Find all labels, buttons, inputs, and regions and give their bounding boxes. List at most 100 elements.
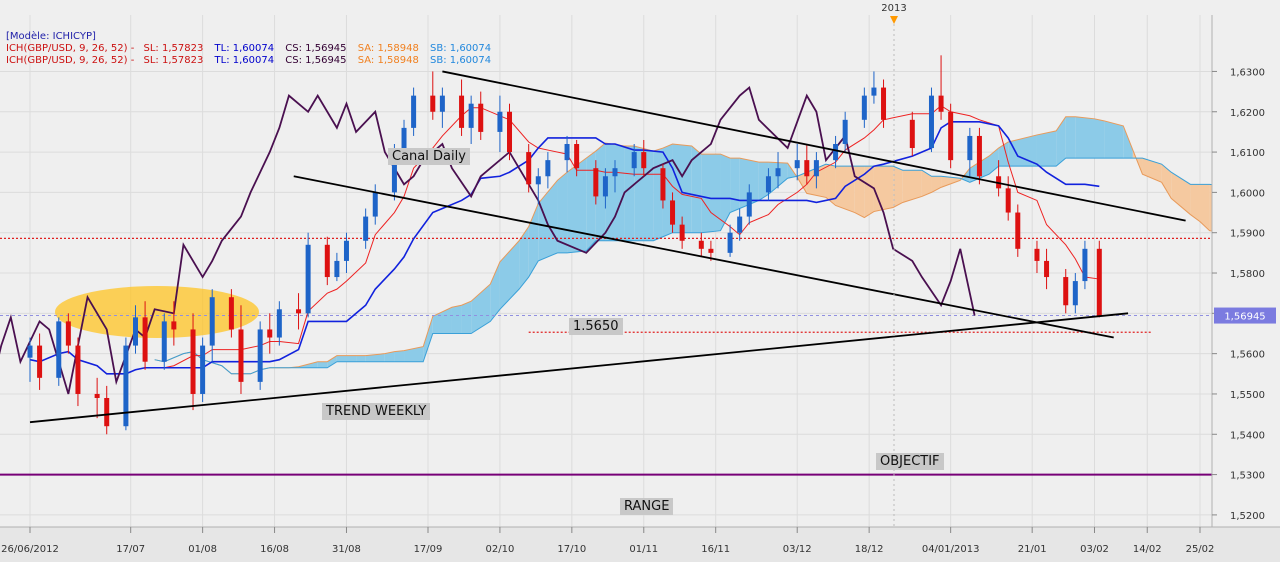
candle-up: [439, 95, 445, 112]
price-axis[interactable]: [1212, 15, 1280, 527]
x-tick-label: 17/09: [414, 544, 443, 555]
x-tick-label: 21/01: [1018, 544, 1047, 555]
cloud-segment: [624, 146, 635, 241]
legend: [Modèle: ICHICYP] ICH(GBP/USD, 9, 26, 52…: [6, 31, 491, 67]
candle-up: [564, 144, 570, 161]
cloud-segment: [1123, 125, 1133, 159]
candle-down: [228, 297, 234, 330]
candle-down: [1034, 248, 1040, 261]
legend-sl: SL: 1,57823: [143, 55, 204, 66]
cloud-segment: [490, 261, 500, 322]
candle-up: [861, 95, 867, 120]
candle-down: [104, 397, 110, 427]
cloud-segment: [634, 146, 654, 241]
candle-up: [200, 345, 206, 394]
cloud-segment: [691, 146, 702, 233]
cloud-segment: [595, 143, 606, 241]
candle-down: [641, 152, 647, 169]
candle-up: [1082, 248, 1088, 282]
candle-down: [670, 200, 676, 225]
x-tick-label: 17/10: [557, 544, 586, 555]
candle-up: [305, 244, 311, 314]
candle-down: [1015, 212, 1021, 249]
cloud-segment: [730, 158, 740, 213]
year-marker-label: 2013: [881, 3, 906, 14]
range-label[interactable]: RANGE: [620, 498, 674, 515]
legend-tl: TL: 1,60074: [214, 55, 275, 66]
y-tick-label: 1,5800: [1230, 269, 1265, 280]
x-tick-label: 01/11: [629, 544, 658, 555]
cloud-segment: [499, 240, 520, 310]
level-1-5650-label[interactable]: 1.5650: [569, 318, 623, 335]
senkou-a-line: [154, 116, 1212, 375]
candle-down: [679, 224, 685, 241]
candle-up: [56, 321, 62, 378]
candle-up: [545, 160, 551, 177]
cloud-segment: [1200, 184, 1210, 231]
candle-up: [334, 260, 340, 278]
trendlines[interactable]: [29, 70, 1186, 424]
cloud-segment: [451, 305, 462, 334]
time-axis[interactable]: [0, 527, 1280, 562]
candle-up: [813, 160, 819, 177]
cloud-segment: [1056, 116, 1066, 167]
candle-down: [804, 160, 810, 177]
candle-down: [593, 168, 599, 197]
candle-up: [161, 321, 167, 362]
cloud-segment: [567, 158, 587, 253]
cloud-segment: [797, 172, 807, 194]
objectif-label[interactable]: OBJECTIF: [876, 453, 944, 470]
legend-line-2: ICH(GBP/USD, 9, 26, 52) - SL: 1,57823 TL…: [6, 55, 491, 67]
x-tick-label: 25/02: [1186, 544, 1215, 555]
plot-area[interactable]: [0, 15, 1212, 527]
candle-down: [909, 119, 915, 149]
cloud-segment: [941, 176, 961, 188]
candle-down: [708, 248, 714, 253]
candle-up: [1072, 281, 1078, 306]
cloud-segment: [404, 346, 424, 362]
y-tick-label: 1,6100: [1230, 148, 1265, 159]
candle-down: [296, 309, 302, 314]
candle-up: [737, 216, 743, 233]
candle-up: [746, 192, 752, 217]
cloud-segment: [739, 158, 759, 209]
cloud-segment: [394, 350, 405, 362]
cloud-segment: [921, 170, 932, 197]
candle-up: [602, 176, 608, 197]
y-tick-label: 1,5400: [1230, 430, 1265, 441]
candle-down: [478, 103, 484, 132]
cloud-segment: [825, 164, 836, 206]
candle-down: [459, 95, 465, 128]
y-tick-label: 1,5300: [1230, 471, 1265, 482]
candle-down: [65, 321, 71, 346]
cloud-segment: [365, 353, 385, 362]
cloud-segment: [1036, 130, 1057, 167]
candle-down: [698, 240, 704, 249]
x-tick-label: 03/12: [783, 544, 812, 555]
cloud-segment: [1094, 118, 1105, 159]
candle-up: [727, 232, 733, 253]
candle-down: [94, 393, 100, 398]
trendline-canal-lower: [293, 175, 1114, 339]
x-tick-label: 26/06/2012: [1, 544, 59, 555]
candle-up: [257, 329, 263, 382]
candle-down: [430, 95, 436, 112]
canal-daily-label[interactable]: Canal Daily: [388, 148, 470, 165]
candle-down: [660, 168, 666, 201]
candle-up: [631, 152, 637, 169]
last-price-label: 1,56945: [1224, 312, 1265, 323]
ichimoku-cloud: [154, 116, 1212, 375]
y-tick-label: 1,6000: [1230, 188, 1265, 199]
x-tick-label: 01/08: [188, 544, 217, 555]
trend-weekly-label[interactable]: TREND WEEKLY: [322, 403, 431, 420]
cloud-segment: [854, 166, 865, 218]
x-tick-label: 16/11: [701, 544, 730, 555]
legend-sl: SL: 1,57823: [143, 43, 204, 54]
candle-down: [142, 317, 148, 362]
candle-down: [267, 329, 273, 338]
cloud-segment: [720, 154, 731, 231]
x-tick-label: 14/02: [1133, 544, 1162, 555]
last-price-tag: 1,56945: [1214, 307, 1276, 324]
